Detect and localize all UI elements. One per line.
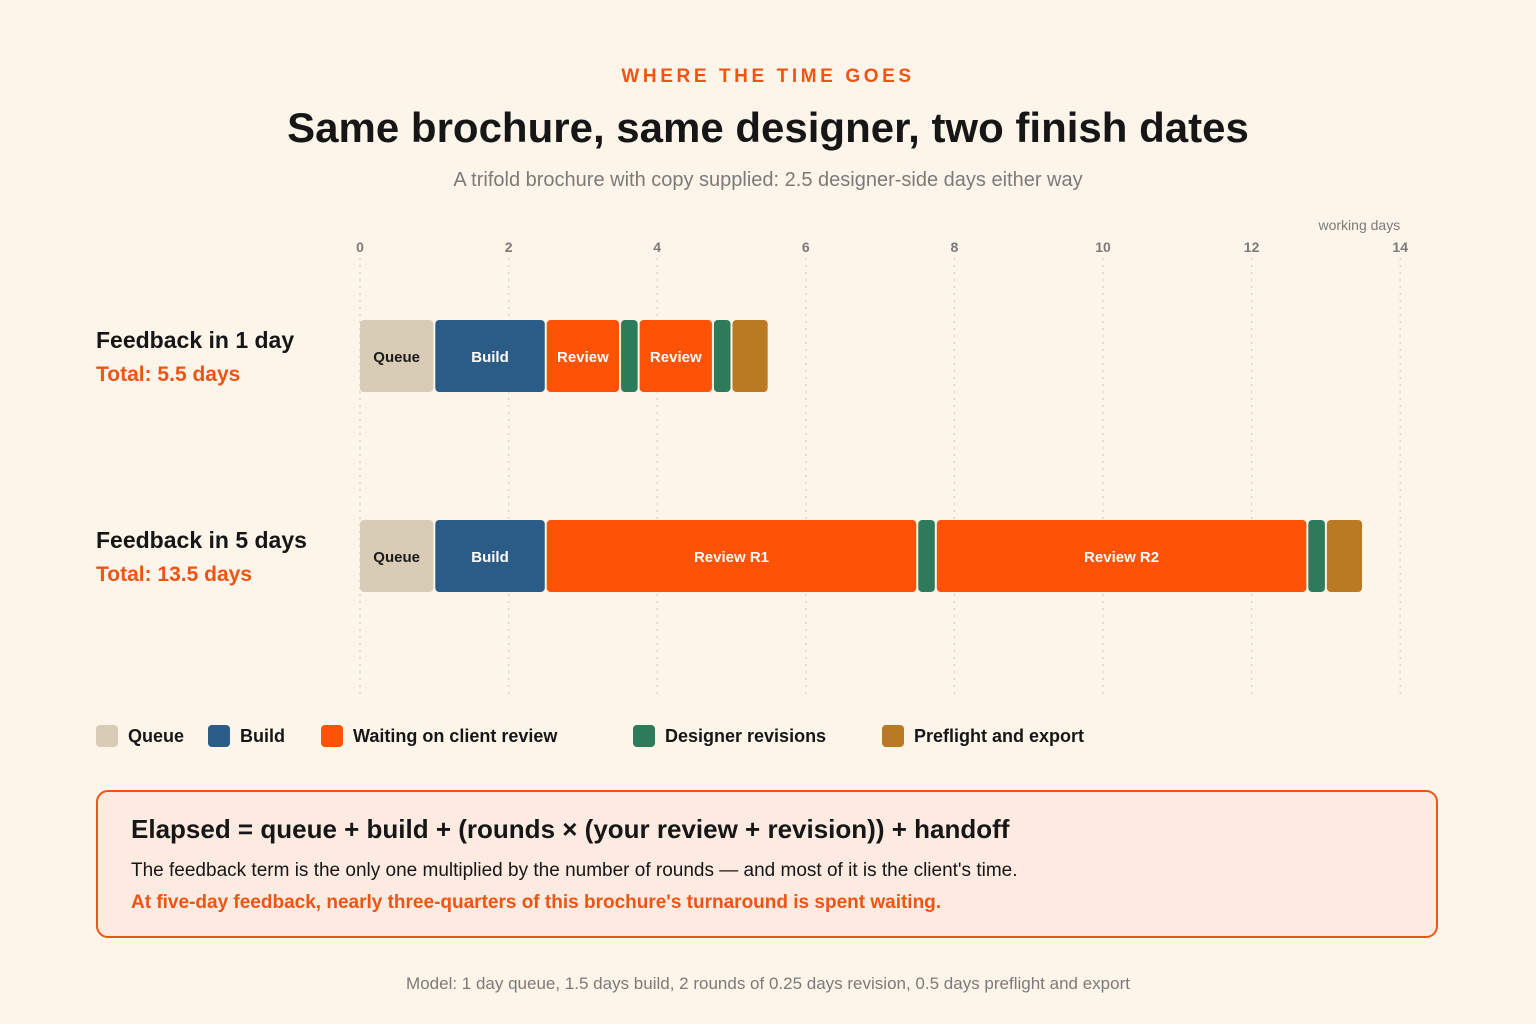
tick-label-2: 2 (505, 239, 513, 255)
row-label-slow: Feedback in 5 days (96, 527, 307, 553)
bar-1-3-revision (918, 520, 935, 592)
callout-body: The feedback term is the only one multip… (131, 860, 1018, 881)
bar-label-0-4: Review (650, 349, 702, 366)
bar-label-0-2: Review (557, 349, 609, 366)
legend-label-queue: Queue (128, 725, 185, 746)
formula-callout: Elapsed = queue + build + (rounds × (you… (96, 790, 1438, 938)
legend: Queue Build Waiting on client review Des… (0, 723, 1536, 749)
bar-label-1-0: Queue (373, 549, 420, 566)
bar-1-1-build (435, 520, 545, 592)
bar-0-0-queue (360, 320, 434, 392)
legend-label-preflight: Preflight and export (914, 725, 1085, 746)
legend-swatch-revision (633, 725, 655, 747)
footnote: Model: 1 day queue, 1.5 days build, 2 ro… (406, 974, 1130, 993)
tick-label-8: 8 (951, 239, 959, 255)
subtitle: A trifold brochure with copy supplied: 2… (453, 169, 1083, 191)
legend-item-revision: Designer revisions (633, 723, 826, 749)
legend-label-revision: Designer revisions (665, 725, 827, 746)
row-total-fast: Total: 5.5 days (96, 363, 241, 386)
bar-label-1-2: Review R1 (694, 549, 769, 566)
bar-label-1-1: Build (471, 549, 509, 566)
bar-label-1-4: Review R2 (1084, 549, 1159, 566)
legend-item-review: Waiting on client review (321, 723, 557, 749)
tick-label-10: 10 (1095, 239, 1111, 255)
bar-label-0-0: Queue (373, 349, 420, 366)
bar-0-2-review (546, 320, 620, 392)
legend-item-preflight: Preflight and export (882, 723, 1084, 749)
bar-label-0-1: Build (471, 349, 509, 366)
axis-title: working days (1317, 217, 1400, 233)
callout-emphasis: At five-day feedback, nearly three-quart… (131, 892, 942, 913)
legend-label-build: Build (240, 725, 285, 746)
bar-1-2-review (546, 520, 917, 592)
tick-label-4: 4 (653, 239, 661, 255)
tick-label-0: 0 (356, 239, 364, 255)
legend-label-review: Waiting on client review (353, 725, 558, 746)
bar-0-4-review (639, 320, 712, 392)
legend-item-queue: Queue (96, 723, 184, 749)
bar-0-1-build (435, 320, 545, 392)
tick-label-12: 12 (1244, 239, 1260, 255)
bar-0-5-revision (713, 320, 731, 392)
bar-0-3-revision (621, 320, 638, 392)
bar-1-6-preflight (1326, 520, 1363, 592)
callout-formula: Elapsed = queue + build + (rounds × (you… (131, 814, 1010, 844)
eyebrow: WHERE THE TIME GOES (621, 66, 915, 87)
row-label-fast: Feedback in 1 day (96, 327, 295, 353)
page-title: Same brochure, same designer, two finish… (287, 104, 1249, 151)
bar-0-6-preflight (732, 320, 768, 392)
legend-swatch-preflight (882, 725, 904, 747)
bar-1-4-review (936, 520, 1307, 592)
legend-swatch-queue (96, 725, 118, 747)
tick-label-14: 14 (1392, 239, 1408, 255)
legend-swatch-review (321, 725, 343, 747)
tick-label-6: 6 (802, 239, 810, 255)
legend-swatch-build (208, 725, 230, 747)
legend-item-build: Build (208, 723, 285, 749)
row-total-slow: Total: 13.5 days (96, 563, 253, 586)
bar-1-0-queue (360, 520, 434, 592)
bar-1-5-revision (1308, 520, 1325, 592)
